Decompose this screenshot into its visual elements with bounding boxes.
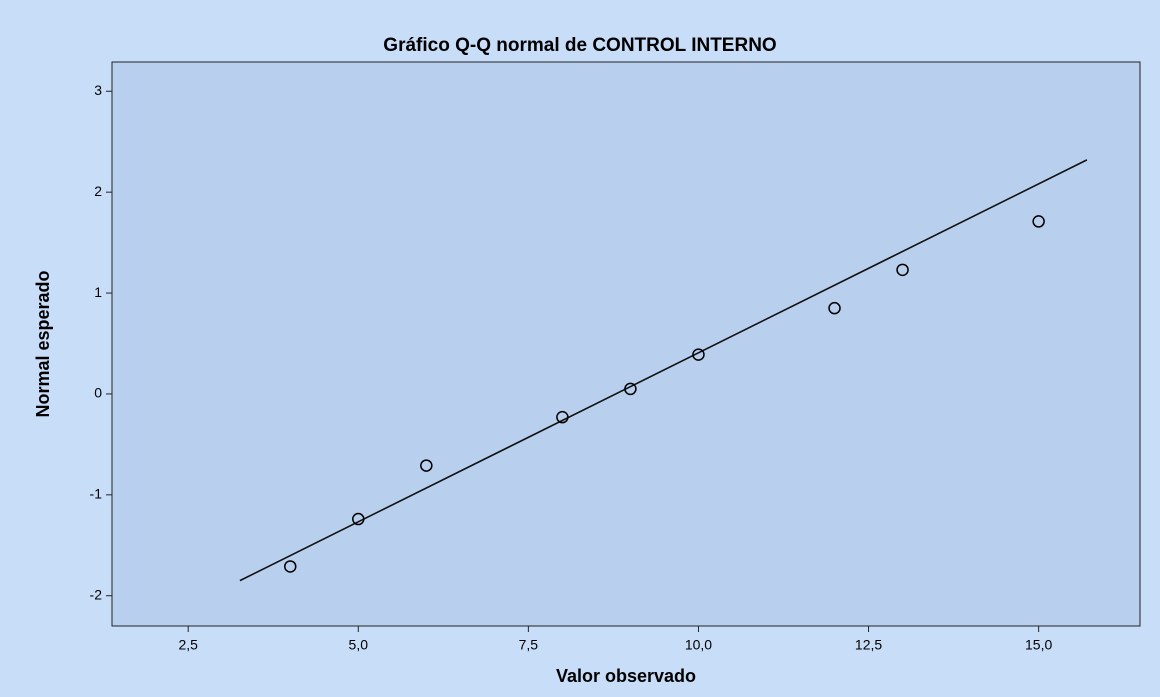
point <box>896 263 909 277</box>
point <box>284 560 297 573</box>
y-tick-label: -2 <box>90 586 103 602</box>
point <box>692 348 705 361</box>
x-tick-label: 5,0 <box>349 637 369 653</box>
x-tick-label: 7,5 <box>519 637 539 653</box>
chart-title: Gráfico Q-Q normal de CONTROL INTERNO <box>383 35 776 56</box>
y-tick-label: 0 <box>94 385 102 401</box>
point <box>352 512 365 526</box>
x-tick-label: 10,0 <box>685 637 712 653</box>
x-axis-label: Valor observado <box>556 666 696 686</box>
y-tick-label: 1 <box>94 284 102 300</box>
reference-line <box>239 159 1088 582</box>
y-tick-label: -1 <box>90 486 103 502</box>
y-tick-label: 2 <box>94 183 102 199</box>
y-tick-label: 3 <box>94 82 102 98</box>
point <box>1032 215 1045 228</box>
point <box>624 382 637 396</box>
point <box>828 301 841 315</box>
x-tick-label: 12,5 <box>855 637 882 653</box>
point <box>420 459 433 472</box>
y-axis-label: Normal esperado <box>33 270 53 417</box>
x-tick-label: 15,0 <box>1025 637 1052 653</box>
plot-area <box>111 61 1141 627</box>
x-tick-label: 2,5 <box>178 637 198 653</box>
point <box>556 410 569 424</box>
